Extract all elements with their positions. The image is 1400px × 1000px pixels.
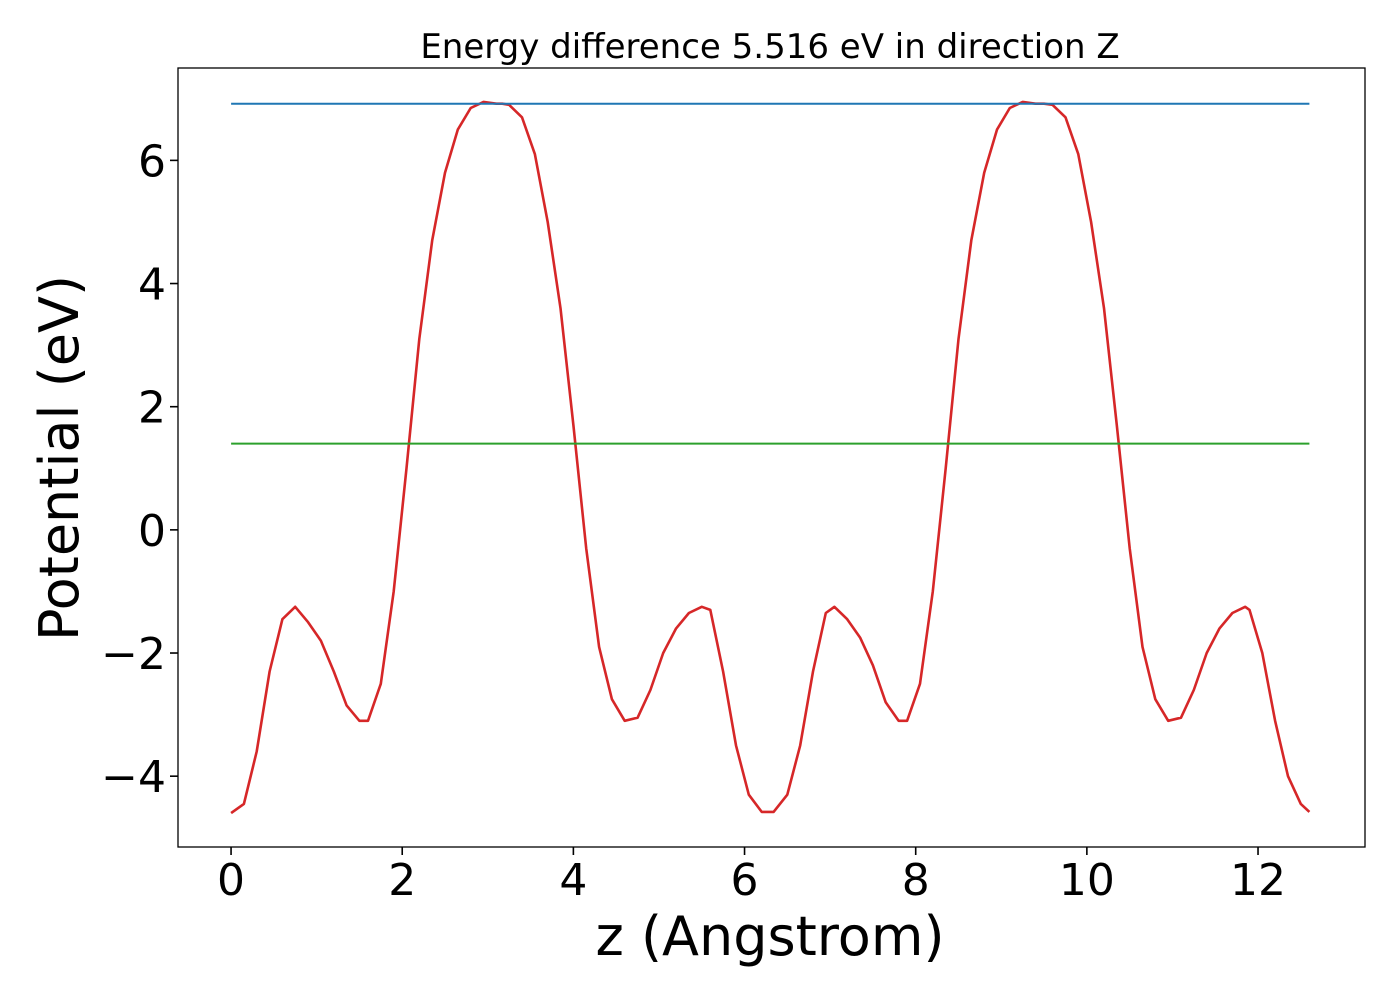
x-tick-label: 10: [1059, 855, 1115, 906]
y-tick-label: 0: [138, 506, 166, 557]
y-tick-label: −2: [101, 629, 166, 680]
plot-frame: [177, 67, 1366, 848]
potential-curve: [230, 100, 1311, 815]
y-tick-label: 2: [138, 383, 166, 434]
x-tick-label: 4: [559, 855, 587, 906]
plot-lines: [230, 100, 1311, 815]
y-axis-label: Potential (eV): [28, 275, 91, 641]
y-tick-label: −4: [101, 752, 166, 803]
x-tick-label: 8: [902, 855, 930, 906]
y-axis: −4 −2 0 2 4 6: [101, 136, 178, 803]
x-axis-label: z (Angstrom): [595, 905, 944, 968]
y-tick-label: 6: [138, 136, 166, 187]
x-tick-label: 12: [1230, 855, 1286, 906]
x-axis: 0 2 4 6 8 10 12: [217, 847, 1286, 906]
x-tick-label: 2: [388, 855, 416, 906]
chart-title: Energy difference 5.516 eV in direction …: [420, 27, 1119, 67]
x-tick-label: 6: [731, 855, 759, 906]
y-tick-label: 4: [138, 260, 166, 311]
x-tick-label: 0: [217, 855, 245, 906]
